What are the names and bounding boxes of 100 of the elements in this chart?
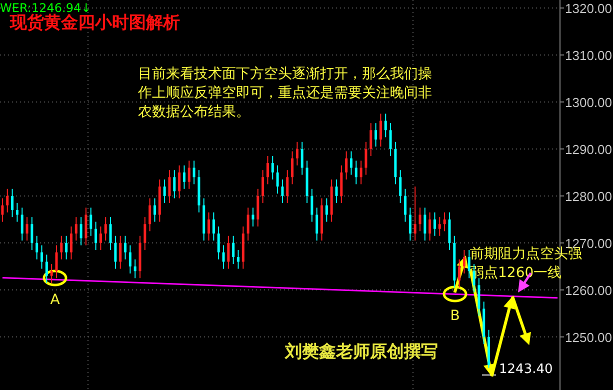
candlestick	[153, 198, 156, 222]
candlestick	[404, 188, 407, 222]
candlestick	[316, 207, 318, 242]
annotation: 1243.40	[499, 362, 553, 377]
y-tick-label: 1300.00	[565, 94, 612, 110]
candlestick	[217, 226, 220, 260]
candlestick	[119, 235, 122, 270]
candlestick	[424, 207, 426, 242]
candlestick	[335, 178, 338, 204]
candlestick	[182, 164, 186, 190]
candlestick	[50, 264, 53, 284]
candlestick	[262, 170, 264, 204]
candlestick	[168, 170, 171, 204]
candlestick	[468, 249, 470, 279]
candlestick	[252, 207, 254, 227]
candlestick	[60, 235, 63, 260]
candlestick	[109, 216, 112, 250]
candlestick	[212, 212, 215, 242]
candlestick	[90, 207, 92, 236]
candlestick	[364, 141, 368, 176]
candlestick	[281, 178, 284, 204]
candlestick	[20, 207, 24, 242]
y-tick-label: 1310.00	[565, 48, 612, 63]
candlestick	[188, 160, 190, 190]
candlestick	[80, 216, 82, 246]
candlestick	[256, 188, 260, 227]
candlestick	[144, 216, 146, 250]
candlestick	[134, 258, 136, 279]
candlestick	[374, 122, 378, 148]
candlestick	[438, 216, 441, 236]
candlestick	[74, 216, 78, 242]
candlestick	[94, 221, 98, 250]
candlestick	[370, 122, 372, 156]
text: 现货黄金四小时图解析	[9, 13, 180, 33]
candlestick	[310, 188, 314, 222]
candlestick	[354, 160, 358, 185]
candlestick	[384, 113, 387, 138]
candlestick	[408, 207, 412, 242]
candlestick	[448, 212, 451, 250]
candlestick	[414, 186, 416, 242]
candlestick	[124, 235, 127, 260]
candlestick	[222, 244, 225, 270]
candlestick	[45, 254, 48, 284]
candlestick	[173, 170, 176, 199]
candlestick	[340, 164, 343, 204]
candlestick	[399, 170, 402, 204]
candlestick	[84, 207, 88, 246]
candlestick	[232, 235, 235, 265]
candlestick	[70, 226, 72, 260]
candlestick	[99, 226, 102, 250]
candlestick	[478, 278, 480, 316]
y-tick-label: 1280.00	[565, 188, 612, 204]
candlestick	[458, 258, 461, 288]
candlestick	[11, 188, 14, 218]
candlestick	[291, 150, 294, 185]
candlestick	[389, 122, 392, 156]
candlestick	[114, 235, 117, 270]
candlestick	[1, 198, 4, 222]
candlestick	[286, 170, 289, 204]
candlestick	[128, 244, 132, 274]
candlestick	[26, 216, 28, 242]
y-tick-label: 1320.00	[565, 0, 612, 16]
candlestick	[227, 235, 230, 270]
candlestick	[433, 212, 436, 236]
candlestick	[30, 216, 34, 250]
candlestick	[16, 202, 18, 222]
candlestick	[462, 249, 466, 274]
candlestick	[246, 207, 250, 242]
candlestick	[236, 249, 240, 270]
candlestick	[379, 113, 382, 148]
candlestick	[266, 156, 269, 185]
candlestick	[148, 198, 152, 232]
candlestick	[418, 207, 422, 232]
annotation: B	[450, 308, 460, 324]
candlestick	[65, 235, 68, 260]
candlestick	[40, 244, 44, 270]
candlestick	[300, 141, 304, 176]
candlestick	[360, 160, 362, 185]
candlestick	[178, 164, 181, 199]
annotation: 刘樊鑫老师原创撰写	[284, 342, 438, 362]
candlestick	[36, 235, 38, 260]
candlestick	[345, 150, 348, 180]
candlestick	[55, 244, 58, 279]
candlestick	[163, 178, 166, 204]
candlestick	[350, 150, 352, 176]
y-tick-label: 1260.00	[565, 282, 612, 298]
candlestick	[276, 164, 279, 194]
candlestick	[6, 188, 9, 213]
annotation: 目前来看技术面下方空头逐渐打开，那么我们操作上顺应反弹空即可，重点还是需要关注晚间非农数据公布结果。	[137, 66, 432, 120]
candlestick	[296, 141, 298, 166]
candlestick	[104, 216, 107, 242]
candlestick	[192, 160, 196, 185]
annotation: A	[50, 292, 60, 308]
y-tick-label: 1290.00	[565, 142, 612, 157]
candlestick	[325, 198, 328, 222]
annotation: WER:1246.94↓	[0, 1, 92, 15]
candlestick	[443, 212, 446, 232]
candlestick	[271, 156, 274, 180]
candlestick	[428, 212, 432, 242]
y-tick-label: 1250.00	[565, 330, 612, 345]
